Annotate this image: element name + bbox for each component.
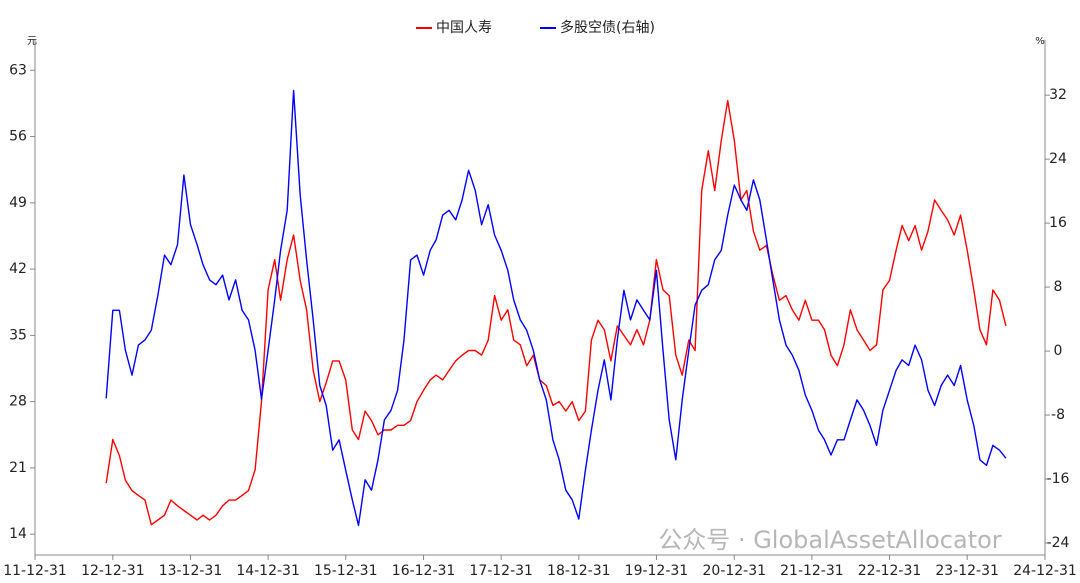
y2-tick-label: -16	[1047, 471, 1070, 487]
x-tick-label: 23-12-31	[935, 563, 999, 579]
y2-tick-label: 16	[1049, 215, 1067, 231]
x-tick-label: 13-12-31	[159, 563, 223, 579]
y2-tick-label: 8	[1054, 279, 1063, 295]
x-tick-label: 12-12-31	[81, 563, 145, 579]
y-tick-label: 49	[9, 195, 27, 211]
x-tick-label: 17-12-31	[469, 563, 533, 579]
y-tick-label: 56	[9, 129, 27, 145]
y2-tick-label: -8	[1051, 407, 1065, 423]
y-tick-label: 35	[9, 327, 27, 343]
y-tick-label: 42	[9, 261, 27, 277]
y2-tick-label: -24	[1047, 535, 1070, 551]
y-tick-label: 63	[9, 62, 27, 78]
x-tick-label: 24-12-31	[1013, 563, 1077, 579]
series-line	[105, 99, 1007, 526]
x-tick-label: 15-12-31	[314, 563, 378, 579]
y-tick-label: 28	[9, 394, 27, 410]
y2-tick-label: 0	[1054, 343, 1063, 359]
x-tick-label: 21-12-31	[780, 563, 844, 579]
y2-unit: %	[1035, 36, 1045, 47]
legend: 中国人寿 多股空债(右轴)	[416, 19, 655, 36]
x-tick-label: 19-12-31	[625, 563, 689, 579]
y-tick-label: 21	[9, 460, 27, 476]
x-tick-label: 20-12-31	[703, 563, 767, 579]
x-tick-label: 14-12-31	[236, 563, 300, 579]
legend-label: 中国人寿	[436, 19, 492, 36]
y2-tick-label: 24	[1049, 151, 1067, 167]
y-unit: 元	[27, 36, 37, 47]
legend-label: 多股空债(右轴)	[560, 19, 655, 36]
watermark: 公众号 · GlobalAssetAllocator	[658, 526, 1001, 554]
x-tick-label: 18-12-31	[547, 563, 611, 579]
y2-tick-label: 32	[1049, 87, 1067, 103]
x-tick-label: 16-12-31	[392, 563, 456, 579]
series-line	[105, 89, 1007, 527]
x-tick-label: 22-12-31	[858, 563, 922, 579]
x-tick-label: 11-12-31	[3, 563, 67, 579]
y-tick-label: 14	[9, 526, 27, 542]
